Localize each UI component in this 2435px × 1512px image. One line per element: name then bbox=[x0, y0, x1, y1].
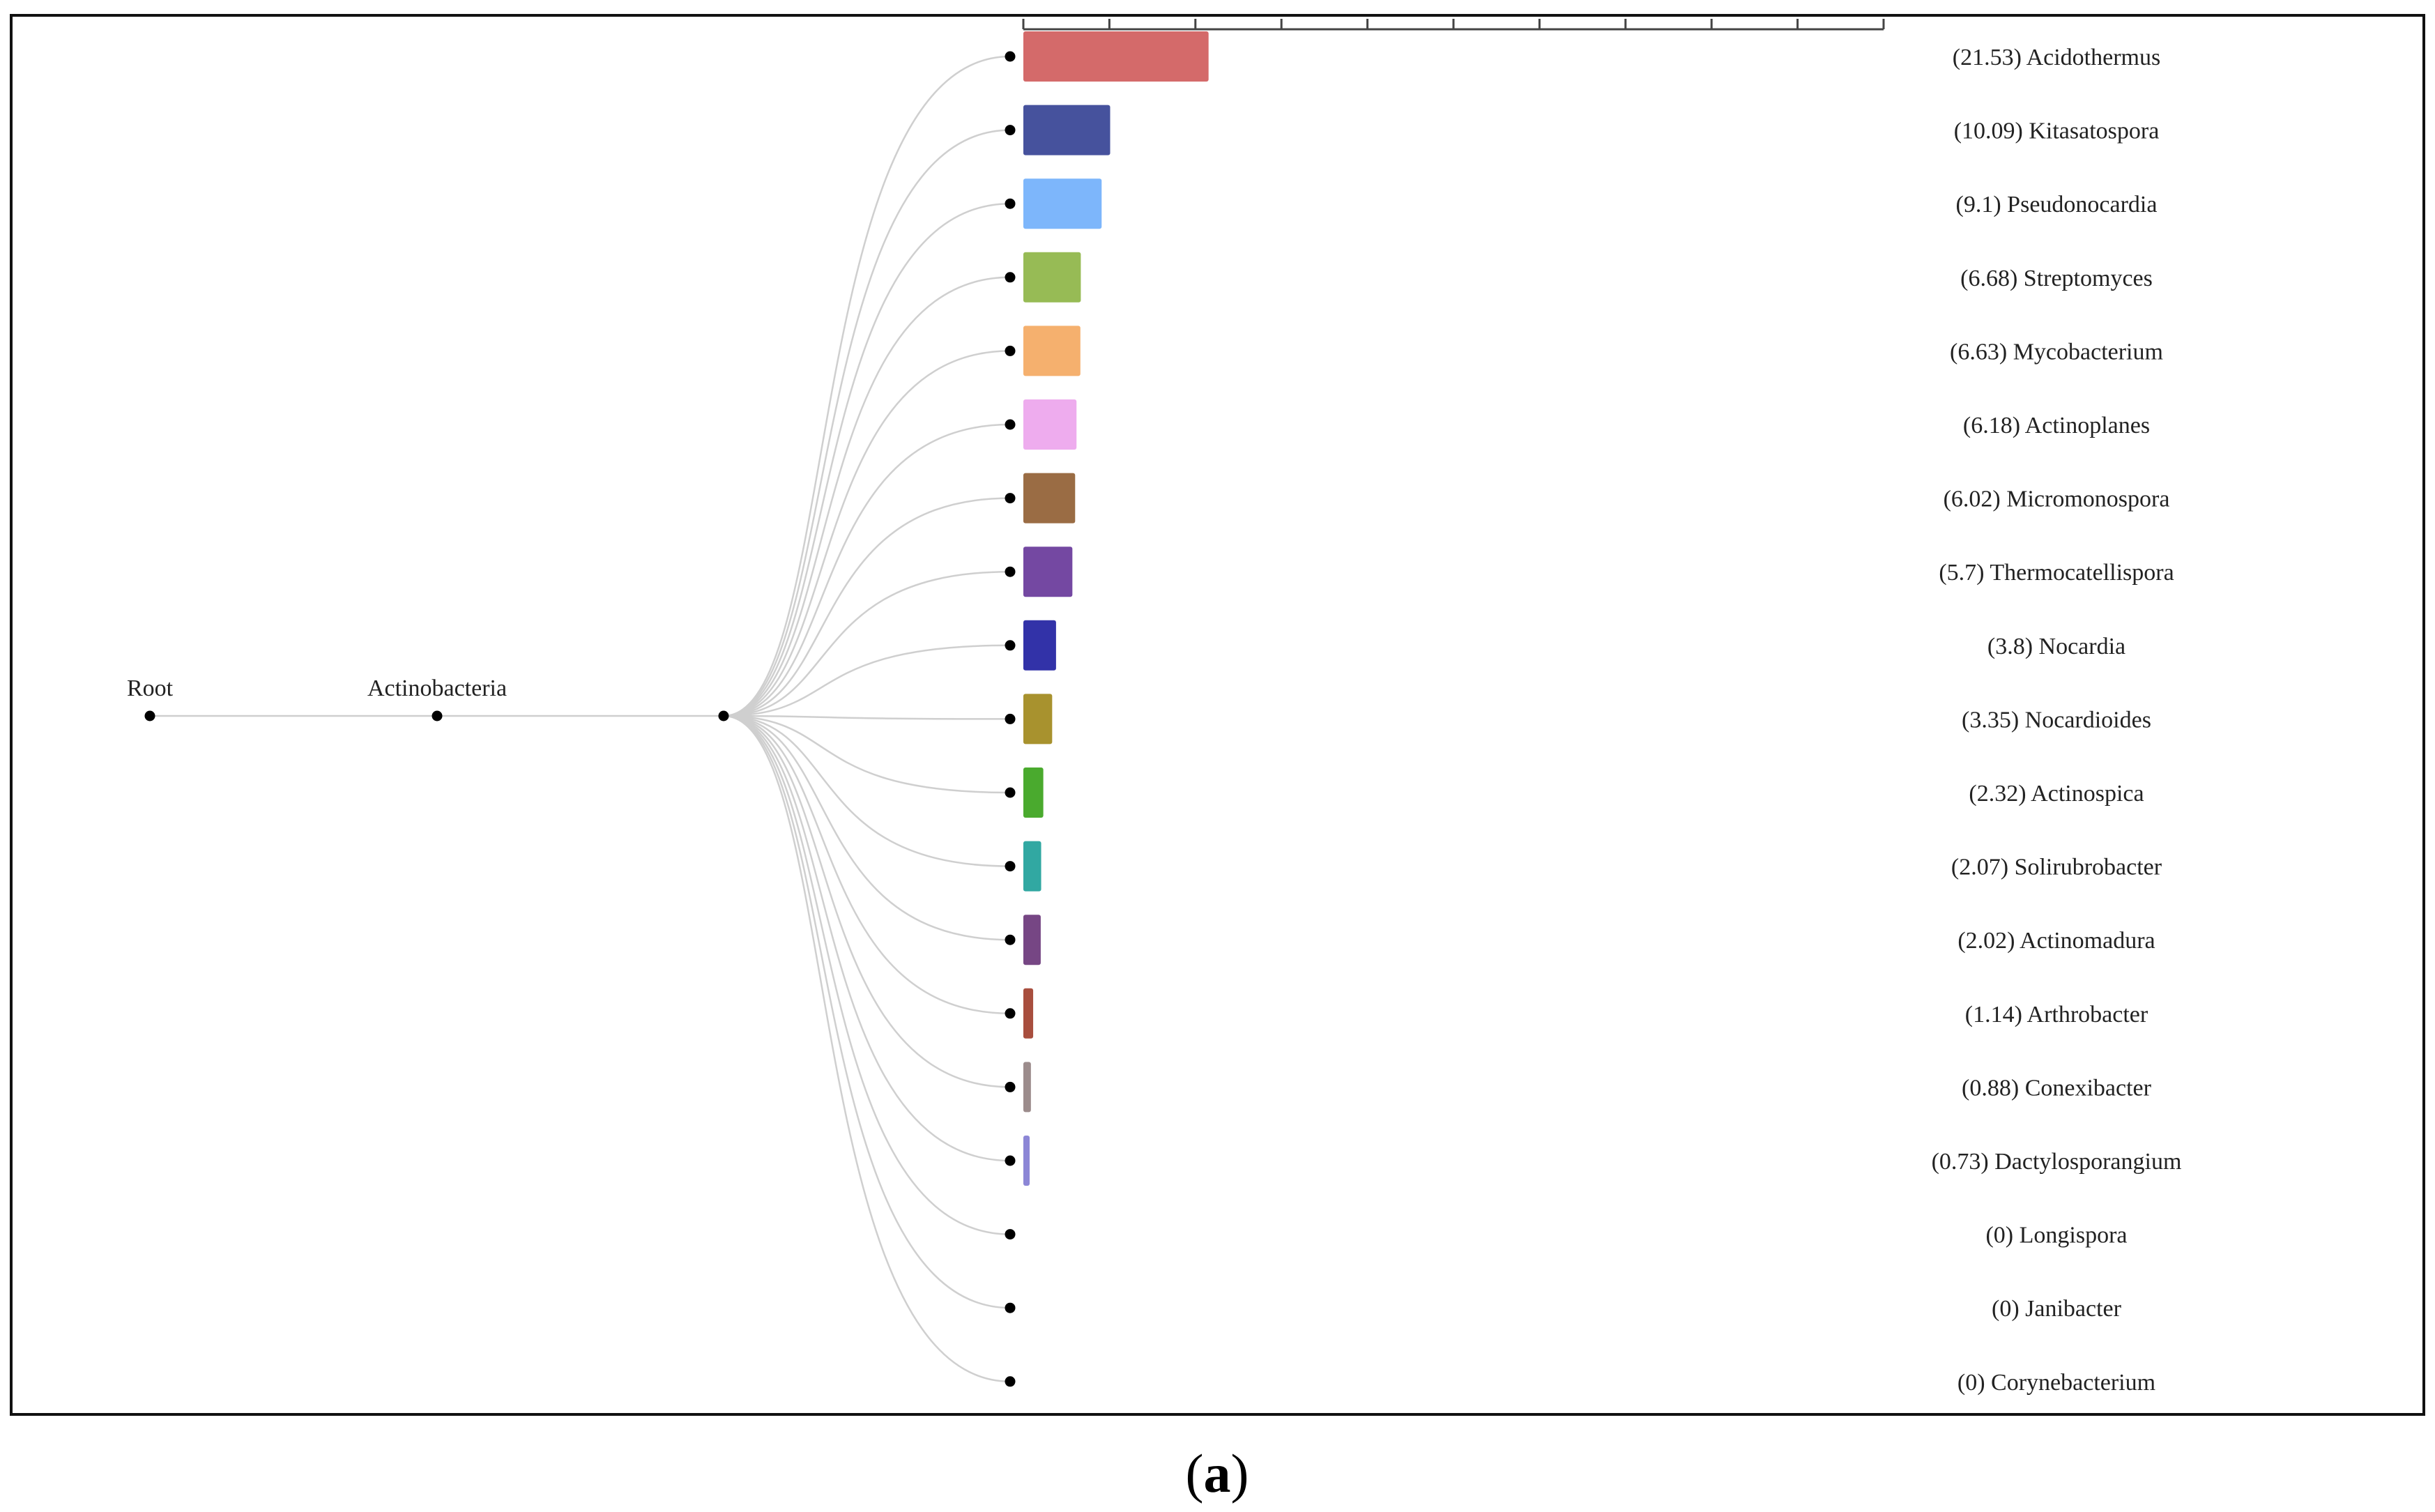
leaf-node bbox=[1005, 1008, 1016, 1019]
category-label: (1.14) Arthrobacter bbox=[1965, 1002, 2148, 1028]
leaf-edge bbox=[723, 715, 1011, 1383]
figure-caption: (a) bbox=[1186, 1443, 1249, 1504]
leaf-edge bbox=[723, 276, 1011, 717]
leaf-edge bbox=[723, 570, 1011, 717]
leaf-edge bbox=[723, 715, 1011, 794]
category-label: (3.8) Nocardia bbox=[1987, 634, 2125, 659]
category-label: (10.09) Kitasatospora bbox=[1954, 119, 2160, 144]
caption-close-paren: ) bbox=[1231, 1443, 1249, 1504]
leaf-edge bbox=[723, 129, 1011, 717]
bar bbox=[1023, 1062, 1031, 1113]
bar bbox=[1023, 620, 1056, 671]
leaf-edge bbox=[723, 497, 1011, 717]
leaf-node bbox=[1005, 345, 1016, 356]
leaf-edge bbox=[723, 55, 1011, 717]
bar bbox=[1023, 326, 1081, 376]
root-node bbox=[144, 710, 155, 721]
figure-frame bbox=[10, 14, 2425, 1416]
bar-series bbox=[1023, 31, 1209, 1186]
phylum-node bbox=[432, 710, 443, 721]
caption-letter: a bbox=[1204, 1443, 1231, 1504]
leaf-node bbox=[1005, 272, 1016, 283]
leaf-edge bbox=[723, 644, 1011, 717]
bar bbox=[1023, 31, 1209, 82]
category-label: (2.32) Actinospica bbox=[1969, 781, 2144, 807]
category-label: (0) Janibacter bbox=[1992, 1296, 2122, 1322]
leaf-node bbox=[1005, 787, 1016, 798]
leaf-node bbox=[1005, 1229, 1016, 1240]
bar bbox=[1023, 915, 1041, 965]
bar bbox=[1023, 694, 1053, 744]
bar bbox=[1023, 547, 1073, 597]
bar bbox=[1023, 768, 1044, 818]
leaf-edge bbox=[723, 423, 1011, 717]
x-axis bbox=[1022, 19, 1885, 31]
tree-edges bbox=[150, 55, 1011, 1383]
leaf-node bbox=[1005, 713, 1016, 724]
leaf-node bbox=[1005, 493, 1016, 504]
bar bbox=[1023, 473, 1076, 524]
leaf-node bbox=[1005, 125, 1016, 136]
bar bbox=[1023, 252, 1081, 303]
leaf-node bbox=[1005, 566, 1016, 577]
category-label: (21.53) Acidothermus bbox=[1953, 45, 2160, 70]
leaf-node bbox=[1005, 419, 1016, 430]
leaf-edge bbox=[723, 715, 1011, 1162]
bar bbox=[1023, 105, 1110, 155]
leaf-node bbox=[1005, 198, 1016, 209]
leaf-edge bbox=[723, 715, 1011, 1088]
leaf-node bbox=[1005, 640, 1016, 651]
leaf-edge bbox=[723, 715, 1011, 867]
bar bbox=[1023, 399, 1077, 450]
category-label: (6.68) Streptomyces bbox=[1960, 266, 2153, 291]
category-labels: (21.53) Acidothermus (10.09) Kitasatospor… bbox=[1932, 45, 2182, 1396]
category-label: (2.07) Solirubrobacter bbox=[1951, 855, 2162, 880]
leaf-edge bbox=[723, 715, 1011, 1309]
category-label: (2.02) Actinomadura bbox=[1957, 928, 2155, 954]
tree-nodes bbox=[144, 51, 1016, 1387]
leaf-edge bbox=[723, 715, 1011, 941]
bar bbox=[1023, 1136, 1030, 1186]
leaf-node bbox=[1005, 1302, 1016, 1313]
category-label: (9.1) Pseudonocardia bbox=[1956, 192, 2158, 217]
category-label: (6.02) Micromonospora bbox=[1944, 487, 2170, 512]
leaf-edge bbox=[723, 715, 1011, 1235]
leaf-node bbox=[1005, 1155, 1016, 1166]
leaf-node bbox=[1005, 861, 1016, 872]
category-label: (6.63) Mycobacterium bbox=[1950, 339, 2163, 365]
leaf-node bbox=[1005, 1081, 1016, 1092]
category-label: (0) Corynebacterium bbox=[1957, 1370, 2155, 1396]
root-label: Root bbox=[127, 675, 174, 701]
leaf-edge bbox=[723, 202, 1011, 717]
category-label: (3.35) Nocardioides bbox=[1962, 707, 2151, 733]
bar bbox=[1023, 988, 1034, 1039]
leaf-edge bbox=[723, 715, 1011, 720]
category-label: (0.88) Conexibacter bbox=[1962, 1075, 2152, 1101]
leaf-edge bbox=[723, 715, 1011, 1015]
hub-node bbox=[718, 710, 729, 721]
category-label: (0.73) Dactylosporangium bbox=[1932, 1149, 2182, 1175]
leaf-node bbox=[1005, 51, 1016, 62]
leaf-node bbox=[1005, 934, 1016, 945]
category-label: (0) Longispora bbox=[1985, 1223, 2127, 1248]
phylum-label: Actinobacteria bbox=[367, 675, 507, 701]
leaf-node bbox=[1005, 1376, 1016, 1387]
caption-open-paren: ( bbox=[1186, 1443, 1204, 1504]
bar bbox=[1023, 841, 1041, 892]
category-label: (5.7) Thermocatellispora bbox=[1939, 560, 2174, 586]
leaf-edge bbox=[723, 350, 1011, 717]
bar bbox=[1023, 178, 1102, 229]
category-label: (6.18) Actinoplanes bbox=[1963, 413, 2150, 438]
